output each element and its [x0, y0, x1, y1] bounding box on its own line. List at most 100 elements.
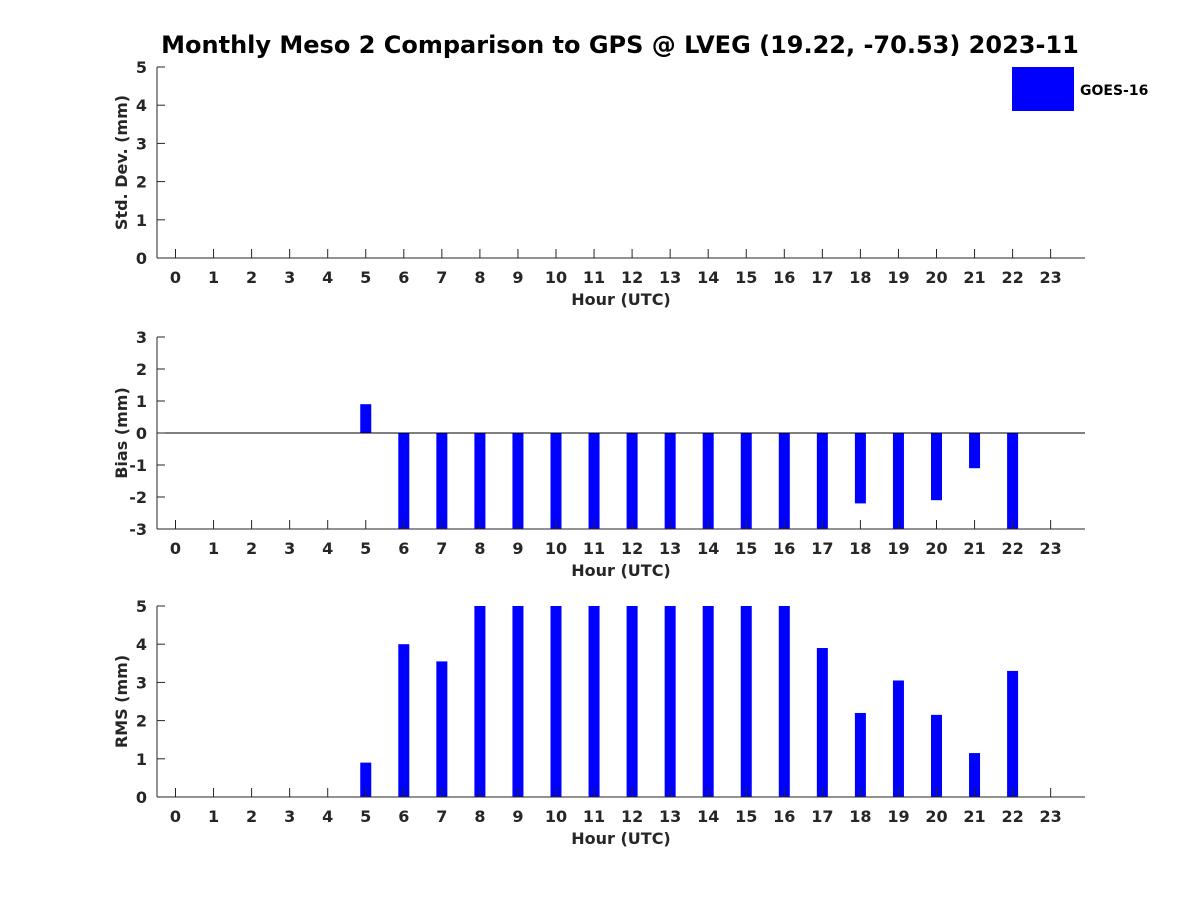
bias-bar-hour-6: [398, 433, 410, 529]
bias-x-tick-label: 10: [545, 539, 567, 558]
std-dev-x-tick-label: 20: [925, 268, 947, 287]
bias-bar-hour-10: [550, 433, 562, 529]
std-dev-y-tick-label: 4: [136, 96, 147, 115]
rms-bar-hour-5: [360, 762, 372, 797]
chart-title: Monthly Meso 2 Comparison to GPS @ LVEG …: [161, 31, 1079, 59]
std-dev-x-tick-label: 8: [474, 268, 485, 287]
bias-bar-hour-8: [474, 433, 486, 529]
bias-x-tick-label: 16: [773, 539, 795, 558]
std-dev-x-tick-label: 0: [170, 268, 181, 287]
rms-x-tick-label: 4: [322, 807, 333, 826]
rms-bar-hour-15: [740, 606, 752, 797]
std-dev-x-tick-label: 5: [360, 268, 371, 287]
std-dev-x-tick-label: 13: [659, 268, 681, 287]
std-dev-x-tick-label: 1: [208, 268, 219, 287]
bias-x-tick-label: 23: [1040, 539, 1062, 558]
rms-y-axis-label: RMS (mm): [112, 655, 131, 748]
rms-x-tick-label: 21: [963, 807, 985, 826]
std-dev-x-tick-label: 3: [284, 268, 295, 287]
rms-bar-hour-7: [436, 661, 448, 797]
rms-x-tick-label: 8: [474, 807, 485, 826]
std-dev-x-tick-label: 23: [1040, 268, 1062, 287]
rms-x-tick-label: 10: [545, 807, 567, 826]
rms-bar-hour-21: [969, 753, 981, 797]
std-dev-x-tick-label: 14: [697, 268, 719, 287]
rms-y-tick-label: 1: [136, 750, 147, 769]
legend: GOES-16: [1012, 67, 1148, 111]
rms-x-axis-label: Hour (UTC): [571, 829, 671, 848]
std-dev-x-tick-label: 17: [811, 268, 833, 287]
bias-bar-hour-20: [931, 433, 942, 501]
bias-x-tick-label: 4: [322, 539, 333, 558]
bias-bar-hour-7: [436, 433, 448, 529]
bias-x-tick-label: 3: [284, 539, 295, 558]
bias-x-tick-label: 7: [436, 539, 447, 558]
bias-y-tick-label: -3: [129, 520, 147, 539]
rms-x-tick-label: 20: [925, 807, 947, 826]
rms-x-tick-label: 14: [697, 807, 719, 826]
rms-bar-hour-8: [474, 606, 486, 797]
std-dev-x-tick-label: 9: [512, 268, 523, 287]
rms-x-tick-label: 7: [436, 807, 447, 826]
rms-y-tick-label: 3: [136, 673, 147, 692]
bias-y-axis-label: Bias (mm): [112, 387, 131, 479]
bias-x-tick-label: 12: [621, 539, 643, 558]
rms-y-tick-label: 4: [136, 635, 147, 654]
std-dev-y-axis-label: Std. Dev. (mm): [112, 95, 131, 230]
bias-x-tick-label: 0: [170, 539, 181, 558]
bias-y-tick-label: 1: [136, 392, 147, 411]
std-dev-x-tick-label: 22: [1001, 268, 1023, 287]
bias-x-tick-label: 18: [849, 539, 871, 558]
rms-bar-hour-12: [626, 606, 638, 797]
rms-x-tick-label: 19: [887, 807, 909, 826]
bias-x-tick-label: 13: [659, 539, 681, 558]
std-dev-x-tick-label: 7: [436, 268, 447, 287]
rms-bar-hour-6: [398, 644, 410, 797]
bias-x-tick-label: 11: [583, 539, 605, 558]
bias-x-tick-label: 9: [512, 539, 523, 558]
std-dev-y-tick-label: 0: [136, 249, 147, 268]
bias-x-tick-label: 15: [735, 539, 757, 558]
rms-bar-hour-19: [892, 680, 904, 797]
rms-bar-hour-16: [778, 606, 790, 797]
std-dev-x-tick-label: 21: [963, 268, 985, 287]
rms-x-tick-label: 0: [170, 807, 181, 826]
bias-x-tick-label: 19: [887, 539, 909, 558]
std-dev-x-tick-label: 10: [545, 268, 567, 287]
bias-bar-hour-19: [892, 433, 904, 529]
rms-x-tick-label: 2: [246, 807, 257, 826]
std-dev-y-tick-label: 1: [136, 211, 147, 230]
bias-bar-hour-14: [702, 433, 714, 529]
rms-x-tick-label: 16: [773, 807, 795, 826]
std-dev-x-tick-label: 4: [322, 268, 333, 287]
bias-x-tick-label: 6: [398, 539, 409, 558]
bias-x-tick-label: 21: [963, 539, 985, 558]
rms-x-tick-label: 9: [512, 807, 523, 826]
rms-y-tick-label: 0: [136, 788, 147, 807]
rms-x-tick-label: 11: [583, 807, 605, 826]
bias-bar-hour-13: [664, 433, 676, 529]
std-dev-x-tick-label: 16: [773, 268, 795, 287]
bias-x-tick-label: 5: [360, 539, 371, 558]
rms-x-tick-label: 17: [811, 807, 833, 826]
bias-x-tick-label: 17: [811, 539, 833, 558]
bias-bar-hour-22: [1007, 433, 1019, 529]
std-dev-x-tick-label: 19: [887, 268, 909, 287]
rms-bar-hour-18: [854, 712, 866, 797]
rms-bar-hour-10: [550, 606, 562, 797]
rms-bar-hour-13: [664, 606, 676, 797]
bias-x-tick-label: 2: [246, 539, 257, 558]
bias-bar-hour-11: [588, 433, 600, 529]
rms-x-tick-label: 13: [659, 807, 681, 826]
bias-bar-hour-17: [816, 433, 828, 529]
rms-bar-hour-11: [588, 606, 600, 797]
rms-x-tick-label: 1: [208, 807, 219, 826]
std-dev-x-tick-label: 11: [583, 268, 605, 287]
bias-x-tick-label: 22: [1001, 539, 1023, 558]
rms-bar-hour-22: [1007, 670, 1019, 797]
rms-x-tick-label: 6: [398, 807, 409, 826]
bias-x-tick-label: 8: [474, 539, 485, 558]
